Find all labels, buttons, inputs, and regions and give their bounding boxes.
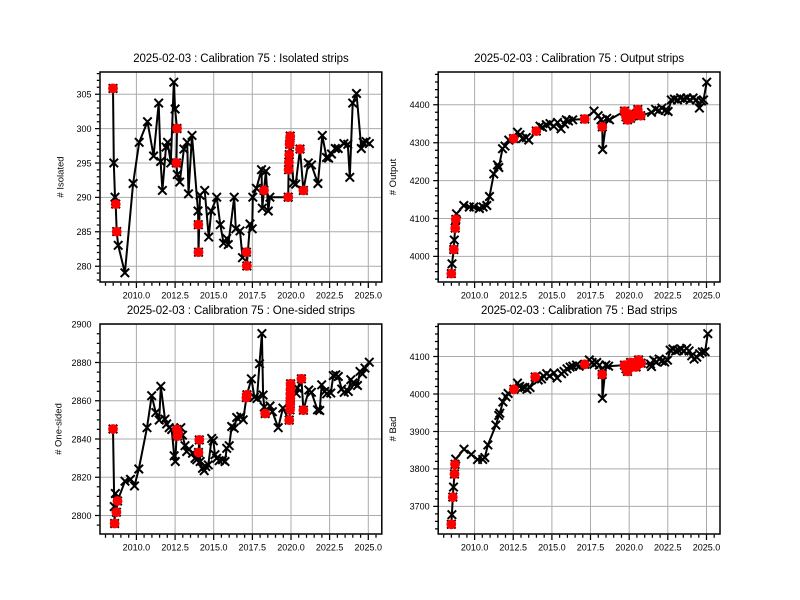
svg-text:2025.0: 2025.0 (355, 290, 383, 300)
svg-text:285: 285 (76, 227, 91, 237)
svg-text:280: 280 (76, 262, 91, 272)
svg-text:300: 300 (76, 124, 91, 134)
svg-text:2025.0: 2025.0 (693, 290, 721, 300)
svg-text:2800: 2800 (71, 511, 91, 521)
svg-text:2820: 2820 (71, 473, 91, 483)
svg-text:2015.0: 2015.0 (200, 542, 228, 552)
svg-text:2020.0: 2020.0 (615, 542, 643, 552)
svg-text:2017.5: 2017.5 (577, 542, 605, 552)
svg-text:2025-02-03 : Calibration 75 :: 2025-02-03 : Calibration 75 : One-sided … (127, 305, 355, 317)
svg-text:2012.5: 2012.5 (499, 290, 527, 300)
svg-text:2010.0: 2010.0 (123, 290, 151, 300)
svg-text:2025.0: 2025.0 (693, 542, 721, 552)
svg-text:3800: 3800 (410, 464, 430, 474)
svg-text:4000: 4000 (410, 252, 430, 262)
svg-text:305: 305 (76, 90, 91, 100)
svg-text:2022.5: 2022.5 (654, 290, 682, 300)
svg-text:# One-sided: # One-sided (54, 403, 65, 455)
svg-text:2017.5: 2017.5 (239, 290, 267, 300)
svg-text:4200: 4200 (410, 176, 430, 186)
svg-text:2020.0: 2020.0 (277, 542, 305, 552)
svg-text:2840: 2840 (71, 434, 91, 444)
svg-text:2015.0: 2015.0 (200, 290, 228, 300)
svg-text:2017.5: 2017.5 (577, 290, 605, 300)
svg-text:3700: 3700 (410, 502, 430, 512)
svg-text:2900: 2900 (71, 320, 91, 330)
svg-text:4300: 4300 (410, 138, 430, 148)
svg-text:2015.0: 2015.0 (538, 290, 566, 300)
svg-text:2020.0: 2020.0 (615, 290, 643, 300)
svg-text:2025-02-03 : Calibration 75 :: 2025-02-03 : Calibration 75 : Output str… (474, 53, 684, 65)
svg-text:4100: 4100 (410, 352, 430, 362)
svg-text:2010.0: 2010.0 (123, 542, 151, 552)
svg-text:3900: 3900 (410, 427, 430, 437)
svg-text:2010.0: 2010.0 (461, 290, 489, 300)
svg-text:# Output: # Output (388, 158, 399, 195)
svg-text:2012.5: 2012.5 (161, 290, 189, 300)
svg-text:2022.5: 2022.5 (316, 290, 344, 300)
svg-text:2025-02-03 : Calibration 75 :: 2025-02-03 : Calibration 75 : Isolated s… (133, 53, 349, 65)
svg-text:2860: 2860 (71, 396, 91, 406)
svg-text:2012.5: 2012.5 (499, 542, 527, 552)
svg-text:# Isolated: # Isolated (56, 156, 67, 197)
svg-text:2012.5: 2012.5 (161, 542, 189, 552)
svg-text:4400: 4400 (410, 100, 430, 110)
svg-text:290: 290 (76, 193, 91, 203)
svg-text:2025-02-03 : Calibration 75 :: 2025-02-03 : Calibration 75 : Bad strips (481, 305, 677, 317)
svg-text:2022.5: 2022.5 (654, 542, 682, 552)
svg-text:2017.5: 2017.5 (239, 542, 267, 552)
svg-text:# Bad: # Bad (388, 417, 399, 442)
svg-text:2010.0: 2010.0 (461, 542, 489, 552)
svg-text:4000: 4000 (410, 389, 430, 399)
svg-text:2022.5: 2022.5 (316, 542, 344, 552)
svg-text:2880: 2880 (71, 358, 91, 368)
svg-text:4100: 4100 (410, 214, 430, 224)
svg-text:295: 295 (76, 158, 91, 168)
svg-text:2020.0: 2020.0 (277, 290, 305, 300)
svg-text:2025.0: 2025.0 (355, 542, 383, 552)
svg-text:2015.0: 2015.0 (538, 542, 566, 552)
